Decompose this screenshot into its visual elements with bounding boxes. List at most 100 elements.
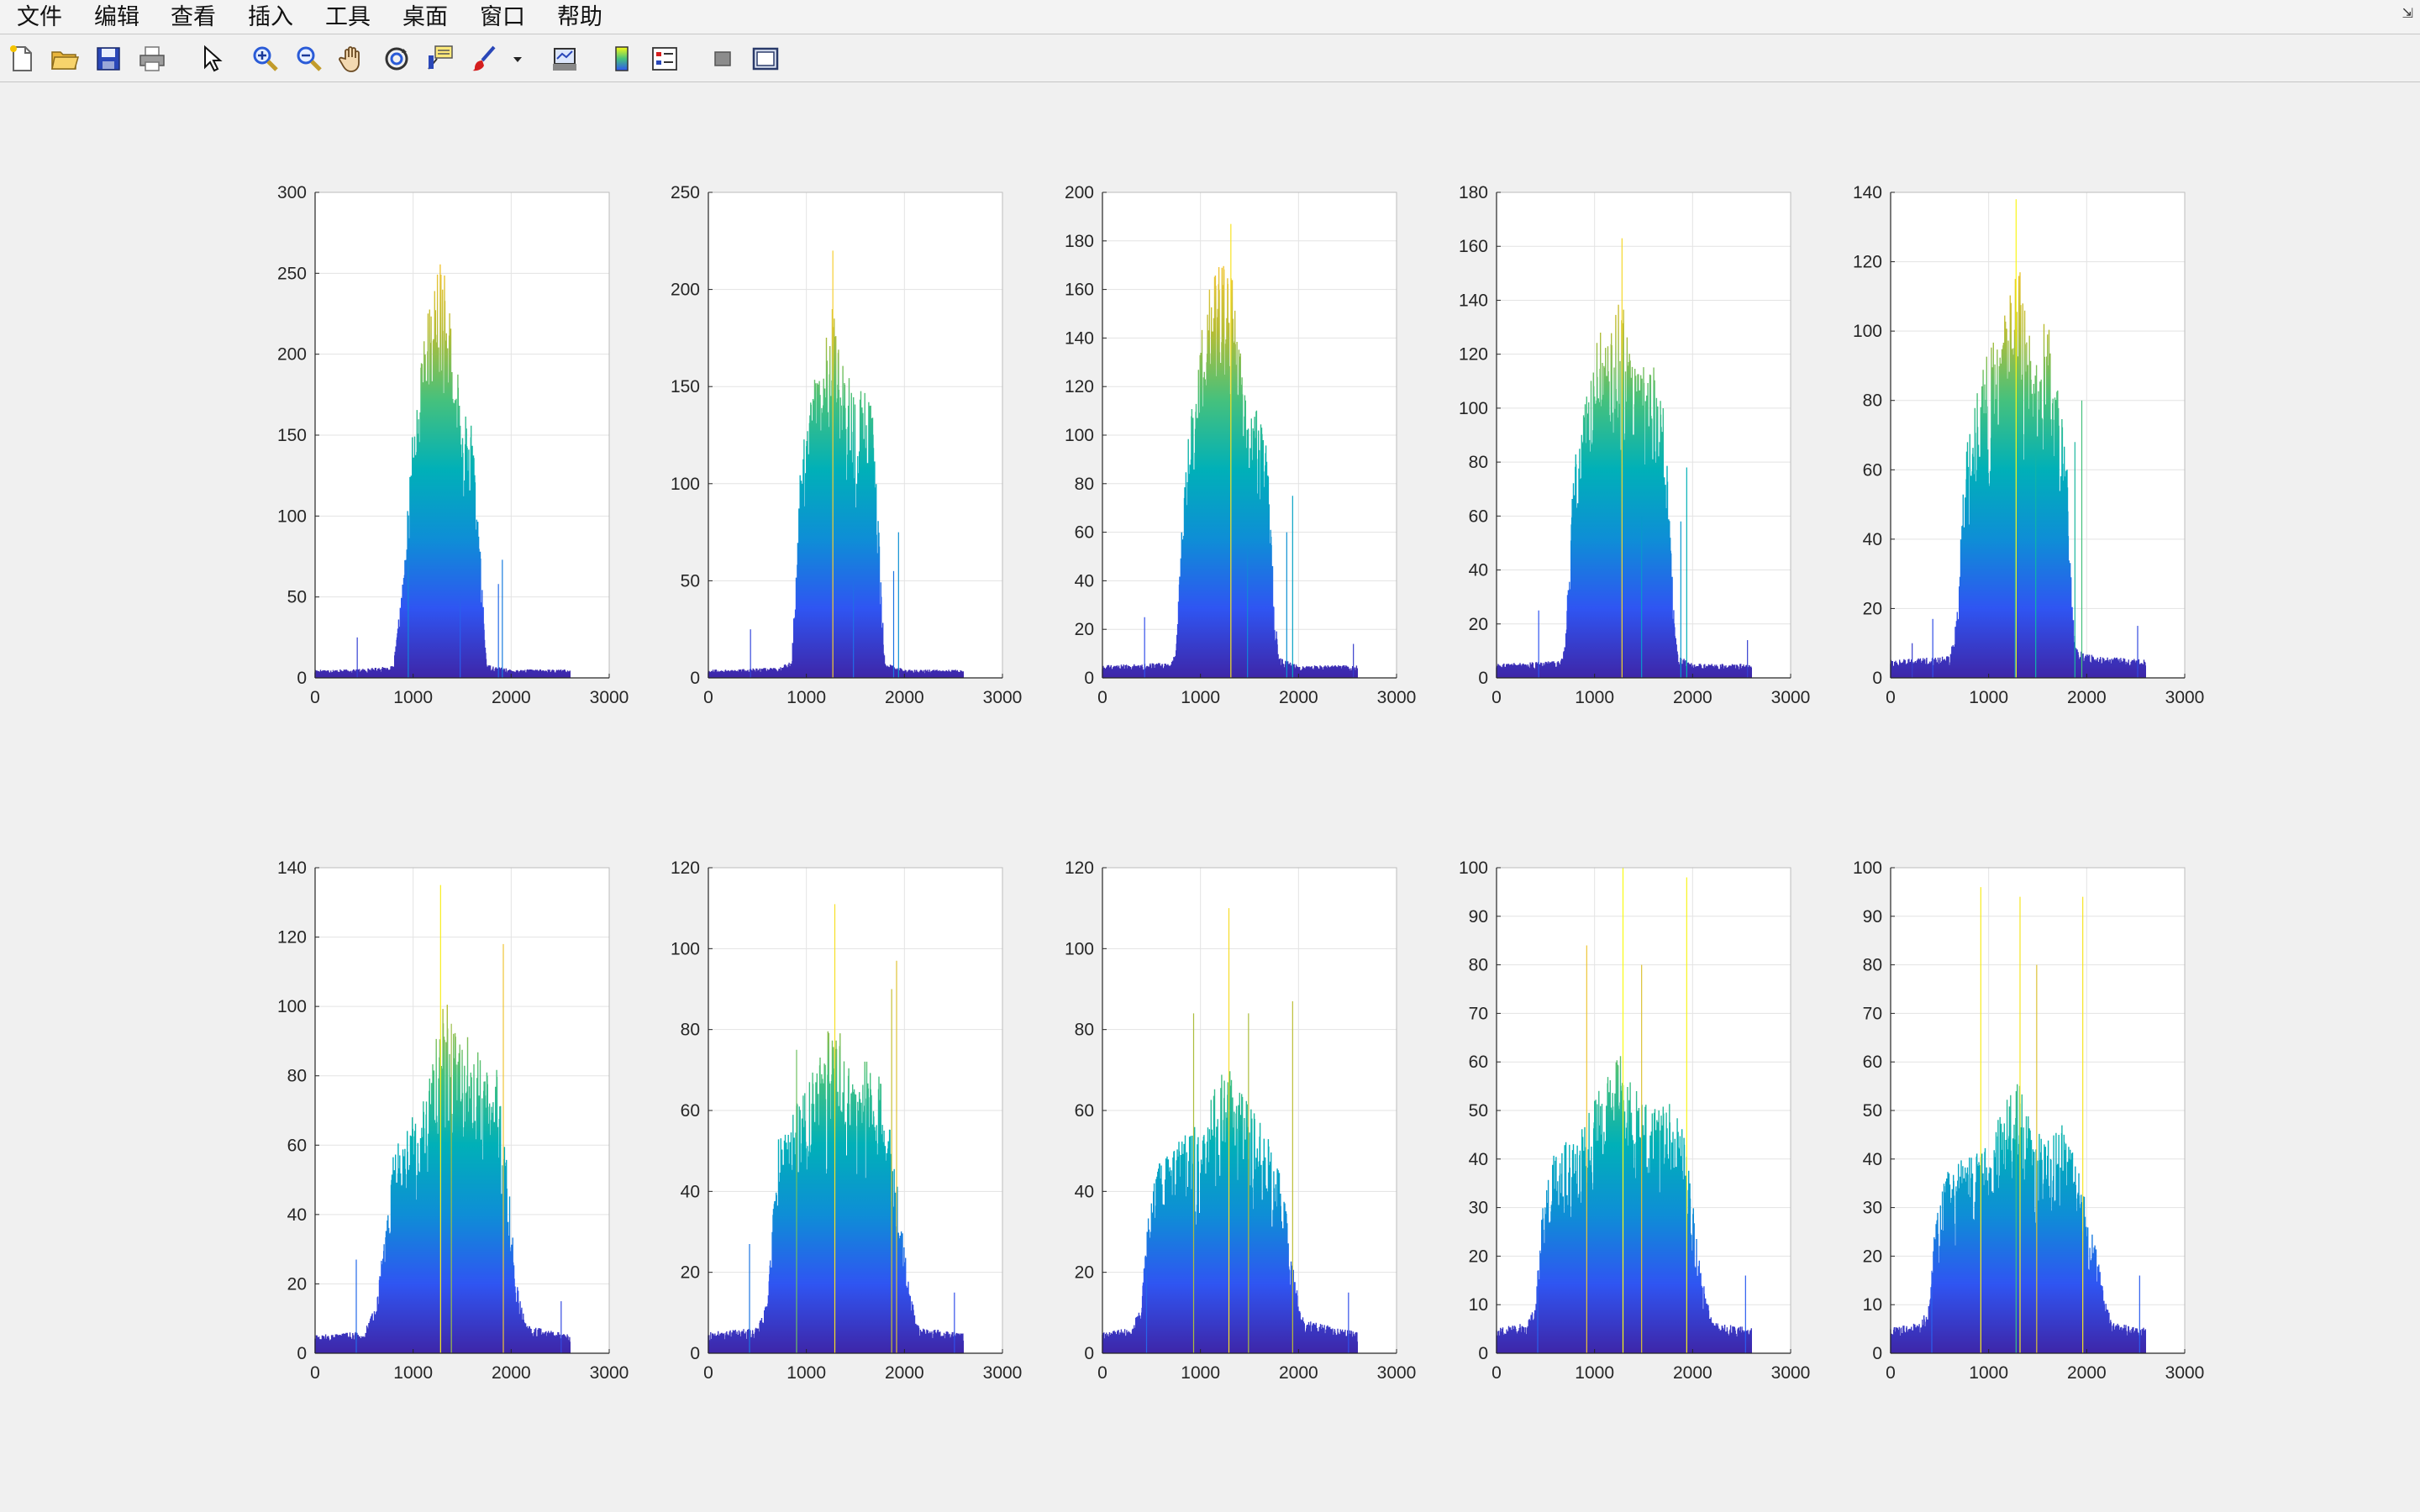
y-tick-label: 100 <box>277 507 307 526</box>
dock-arrow-icon[interactable]: ⇲ <box>2402 5 2413 21</box>
link-plot-icon[interactable] <box>550 44 580 74</box>
subplot-7: 0 1000 2000 3000 0 20 40 60 80 100 120 <box>671 858 1022 1383</box>
x-tick-label: 2000 <box>885 688 924 707</box>
y-tick-label: 150 <box>277 426 307 445</box>
menu-bar: 文件 编辑 查看 插入 工具 桌面 窗口 帮助 ⇲ <box>0 0 2420 34</box>
y-tick-label: 160 <box>1065 281 1094 300</box>
y-tick-label: 80 <box>1469 956 1488 975</box>
y-tick-label: 0 <box>297 1344 307 1363</box>
y-tick-label: 60 <box>1075 523 1094 543</box>
x-tick-label: 1000 <box>1181 1363 1220 1383</box>
y-tick-label: 80 <box>1863 956 1882 975</box>
y-tick-label: 20 <box>681 1263 700 1283</box>
x-tick-label: 1000 <box>393 688 433 707</box>
open-file-icon[interactable] <box>50 44 80 74</box>
menu-insert[interactable]: 插入 <box>248 4 293 30</box>
y-tick-label: 200 <box>671 281 700 300</box>
show-plot-tools-icon[interactable] <box>750 44 781 74</box>
y-tick-label: 60 <box>1863 460 1882 480</box>
x-tick-label: 0 <box>703 688 713 707</box>
insert-colorbar-icon[interactable] <box>607 44 637 74</box>
y-tick-label: 60 <box>1469 507 1488 526</box>
y-tick-label: 40 <box>1469 1150 1488 1169</box>
y-tick-label: 120 <box>1459 345 1488 365</box>
subplot-3: 0 1000 2000 3000 0 20 40 60 80 100 120 140 160 180 200 <box>1065 183 1416 707</box>
y-tick-label: 250 <box>671 183 700 202</box>
y-tick-label: 100 <box>1459 399 1488 418</box>
y-tick-label: 40 <box>681 1182 700 1201</box>
y-tick-label: 50 <box>287 588 307 607</box>
y-tick-label: 140 <box>277 858 307 878</box>
edit-plot-arrow-icon[interactable] <box>197 44 227 74</box>
new-figure-icon[interactable] <box>7 44 37 74</box>
y-tick-label: 0 <box>690 1344 700 1363</box>
y-tick-label: 80 <box>1075 1021 1094 1040</box>
x-tick-label: 0 <box>1097 1363 1107 1383</box>
y-tick-label: 100 <box>1065 939 1094 958</box>
zoom-in-icon[interactable] <box>250 44 281 74</box>
menu-window[interactable]: 窗口 <box>480 4 525 30</box>
hide-plot-tools-icon[interactable] <box>708 44 738 74</box>
subplot-9: 0 1000 2000 3000 0 10 20 30 40 50 60 70 80 90 100 <box>1459 858 1810 1383</box>
y-tick-label: 60 <box>681 1101 700 1121</box>
x-tick-label: 0 <box>310 1363 320 1383</box>
menu-view[interactable]: 查看 <box>171 4 216 30</box>
y-tick-label: 100 <box>1853 322 1882 341</box>
pan-hand-icon[interactable] <box>338 44 368 74</box>
y-tick-label: 10 <box>1863 1295 1882 1315</box>
y-tick-label: 40 <box>1863 530 1882 549</box>
y-tick-label: 20 <box>1469 1247 1488 1266</box>
x-tick-label: 1000 <box>393 1363 433 1383</box>
x-tick-label: 0 <box>1886 1363 1896 1383</box>
y-tick-label: 40 <box>287 1205 307 1225</box>
y-tick-label: 0 <box>1478 669 1488 688</box>
y-tick-label: 60 <box>287 1136 307 1155</box>
y-tick-label: 140 <box>1065 328 1094 348</box>
x-tick-label: 1000 <box>1969 688 2008 707</box>
y-tick-label: 80 <box>1075 475 1094 494</box>
menu-edit[interactable]: 编辑 <box>94 4 139 30</box>
y-tick-label: 30 <box>1863 1199 1882 1218</box>
brush-icon[interactable] <box>469 44 499 74</box>
x-tick-label: 3000 <box>590 688 629 707</box>
y-tick-label: 50 <box>681 571 700 591</box>
insert-legend-icon[interactable] <box>650 44 680 74</box>
y-tick-label: 80 <box>1863 391 1882 411</box>
subplot-2: 0 1000 2000 3000 0 50 100 150 200 250 <box>671 183 1022 707</box>
menu-help[interactable]: 帮助 <box>557 4 602 30</box>
y-tick-label: 20 <box>1863 1247 1882 1266</box>
y-tick-label: 0 <box>1872 669 1882 688</box>
y-tick-label: 140 <box>1459 291 1488 310</box>
rotate-3d-icon[interactable] <box>381 44 412 74</box>
zoom-out-icon[interactable] <box>294 44 324 74</box>
print-icon[interactable] <box>137 44 167 74</box>
y-tick-label: 120 <box>671 858 700 878</box>
menu-desktop[interactable]: 桌面 <box>402 4 448 30</box>
menu-tools[interactable]: 工具 <box>325 4 371 30</box>
subplot-4: 0 1000 2000 3000 0 20 40 60 80 100 120 140 160 180 <box>1459 183 1810 707</box>
data-cursor-icon[interactable] <box>425 44 455 74</box>
y-tick-label: 90 <box>1863 907 1882 927</box>
x-tick-label: 2000 <box>492 1363 531 1383</box>
brush-dropdown-icon[interactable] <box>511 44 524 74</box>
x-tick-label: 1000 <box>1181 688 1220 707</box>
y-tick-label: 100 <box>277 997 307 1016</box>
y-tick-label: 40 <box>1863 1150 1882 1169</box>
y-tick-label: 150 <box>671 377 700 396</box>
subplot-8: 0 1000 2000 3000 0 20 40 60 80 100 120 <box>1065 858 1416 1383</box>
y-tick-label: 20 <box>1863 599 1882 618</box>
x-tick-label: 2000 <box>1673 688 1712 707</box>
x-tick-label: 0 <box>1491 688 1502 707</box>
menu-file[interactable]: 文件 <box>17 4 62 30</box>
x-tick-label: 3000 <box>983 1363 1023 1383</box>
y-tick-label: 160 <box>1459 237 1488 256</box>
y-tick-label: 30 <box>1469 1199 1488 1218</box>
save-icon[interactable] <box>93 44 124 74</box>
x-tick-label: 2000 <box>885 1363 924 1383</box>
y-tick-label: 300 <box>277 183 307 202</box>
y-tick-label: 20 <box>1075 620 1094 639</box>
y-tick-label: 120 <box>1065 377 1094 396</box>
y-tick-label: 140 <box>1853 183 1882 202</box>
subplot-6: 0 1000 2000 3000 0 20 40 60 80 100 120 140 <box>277 858 629 1383</box>
